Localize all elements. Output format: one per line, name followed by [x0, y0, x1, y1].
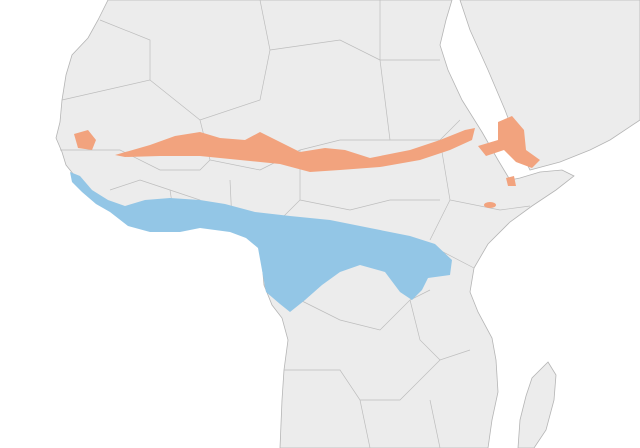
border	[269, 0, 381, 61]
orange-range	[74, 116, 540, 208]
country-borders	[60, 0, 531, 448]
range-area	[506, 176, 516, 186]
border	[379, 59, 461, 141]
border	[429, 139, 531, 241]
border	[299, 289, 471, 361]
arabia-land	[459, 0, 640, 171]
border	[149, 0, 271, 121]
range-area	[74, 130, 96, 150]
border	[60, 149, 211, 171]
border	[61, 19, 151, 101]
madagascar	[517, 361, 557, 448]
range-area	[478, 116, 540, 168]
blue-range	[70, 172, 452, 312]
border	[284, 359, 441, 448]
range-area	[115, 128, 475, 172]
range-area	[484, 202, 496, 208]
